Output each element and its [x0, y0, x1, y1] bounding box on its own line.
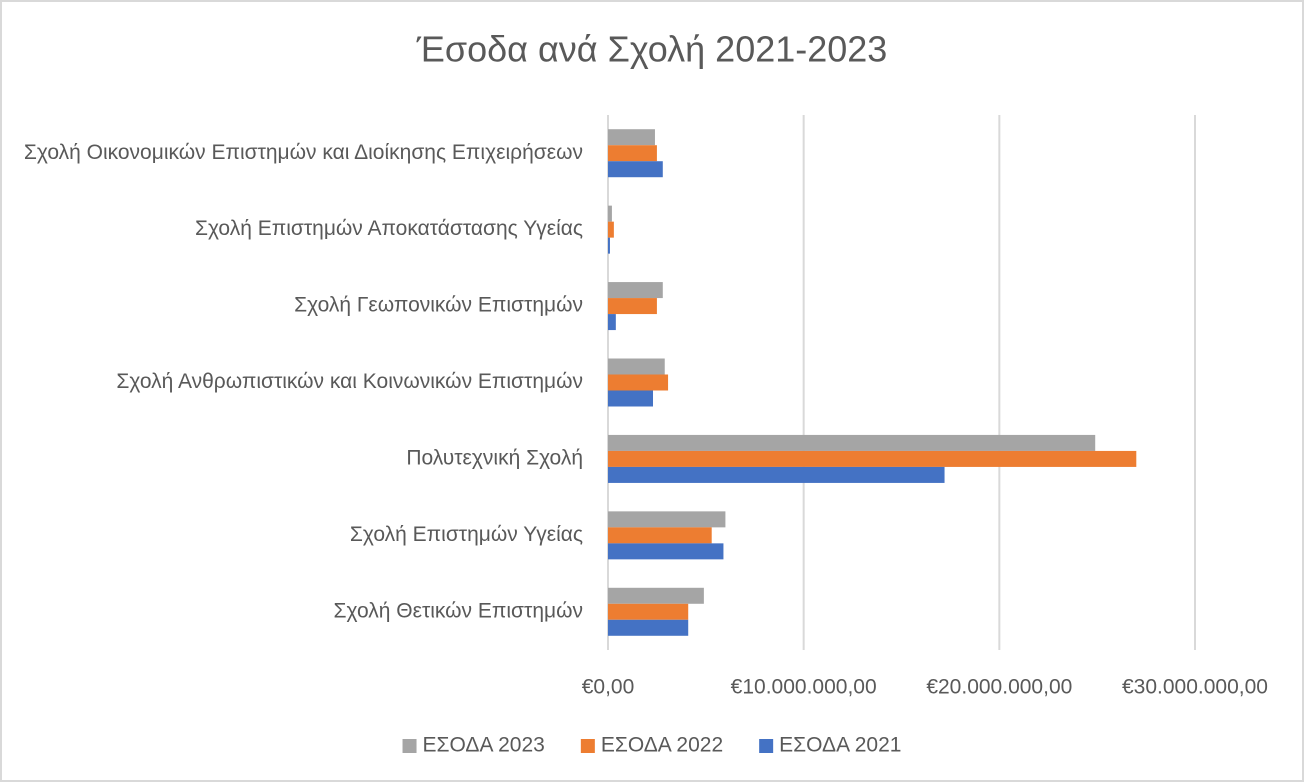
legend-label: ΕΣΟΔΑ 2023 — [423, 734, 545, 757]
bar — [608, 129, 655, 146]
y-tick-label: Σχολή Ανθρωπιστικών και Κοινωνικών Επιστ… — [116, 370, 583, 393]
bar — [608, 390, 654, 407]
legend-label: ΕΣΟΔΑ 2021 — [779, 734, 901, 757]
y-tick-label: Πολυτεχνική Σχολή — [406, 446, 583, 469]
y-tick-label: Σχολή Επιστημών Υγείας — [350, 523, 583, 546]
legend-label: ΕΣΟΔΑ 2022 — [601, 734, 723, 757]
bar — [608, 145, 657, 162]
bar — [608, 603, 689, 620]
bar — [608, 619, 689, 636]
bar — [608, 282, 663, 299]
x-tick-label: €30.000.000,00 — [1122, 676, 1268, 699]
bar — [608, 466, 945, 483]
bar — [608, 527, 712, 544]
bar — [608, 543, 724, 560]
chart-title: Έσοδα ανά Σχολή 2021-2023 — [416, 29, 888, 70]
x-tick-label: €20.000.000,00 — [926, 676, 1072, 699]
x-tick-label: €0,00 — [582, 676, 635, 699]
bar — [608, 205, 612, 222]
y-tick-label: Σχολή Γεωπονικών Επιστημών — [294, 294, 583, 317]
bar — [608, 587, 704, 604]
y-tick-label: Σχολή Οικονομικών Επιστημών και Διοίκηση… — [24, 141, 583, 164]
bar — [608, 314, 616, 331]
x-tick-label: €10.000.000,00 — [731, 676, 877, 699]
bar — [608, 434, 1096, 451]
bar — [608, 221, 614, 238]
bar — [608, 358, 665, 375]
y-tick-label: Σχολή Θετικών Επιστημών — [334, 599, 583, 622]
y-tick-label: Σχολή Επιστημών Αποκατάστασης Υγείας — [195, 217, 583, 240]
legend-swatch — [759, 739, 774, 753]
bar — [608, 161, 663, 178]
legend-swatch — [402, 739, 417, 753]
bar — [608, 511, 726, 528]
bar — [608, 374, 669, 391]
legend-swatch — [580, 739, 595, 753]
bar — [608, 450, 1137, 467]
bar — [608, 298, 657, 315]
bar — [608, 237, 610, 254]
